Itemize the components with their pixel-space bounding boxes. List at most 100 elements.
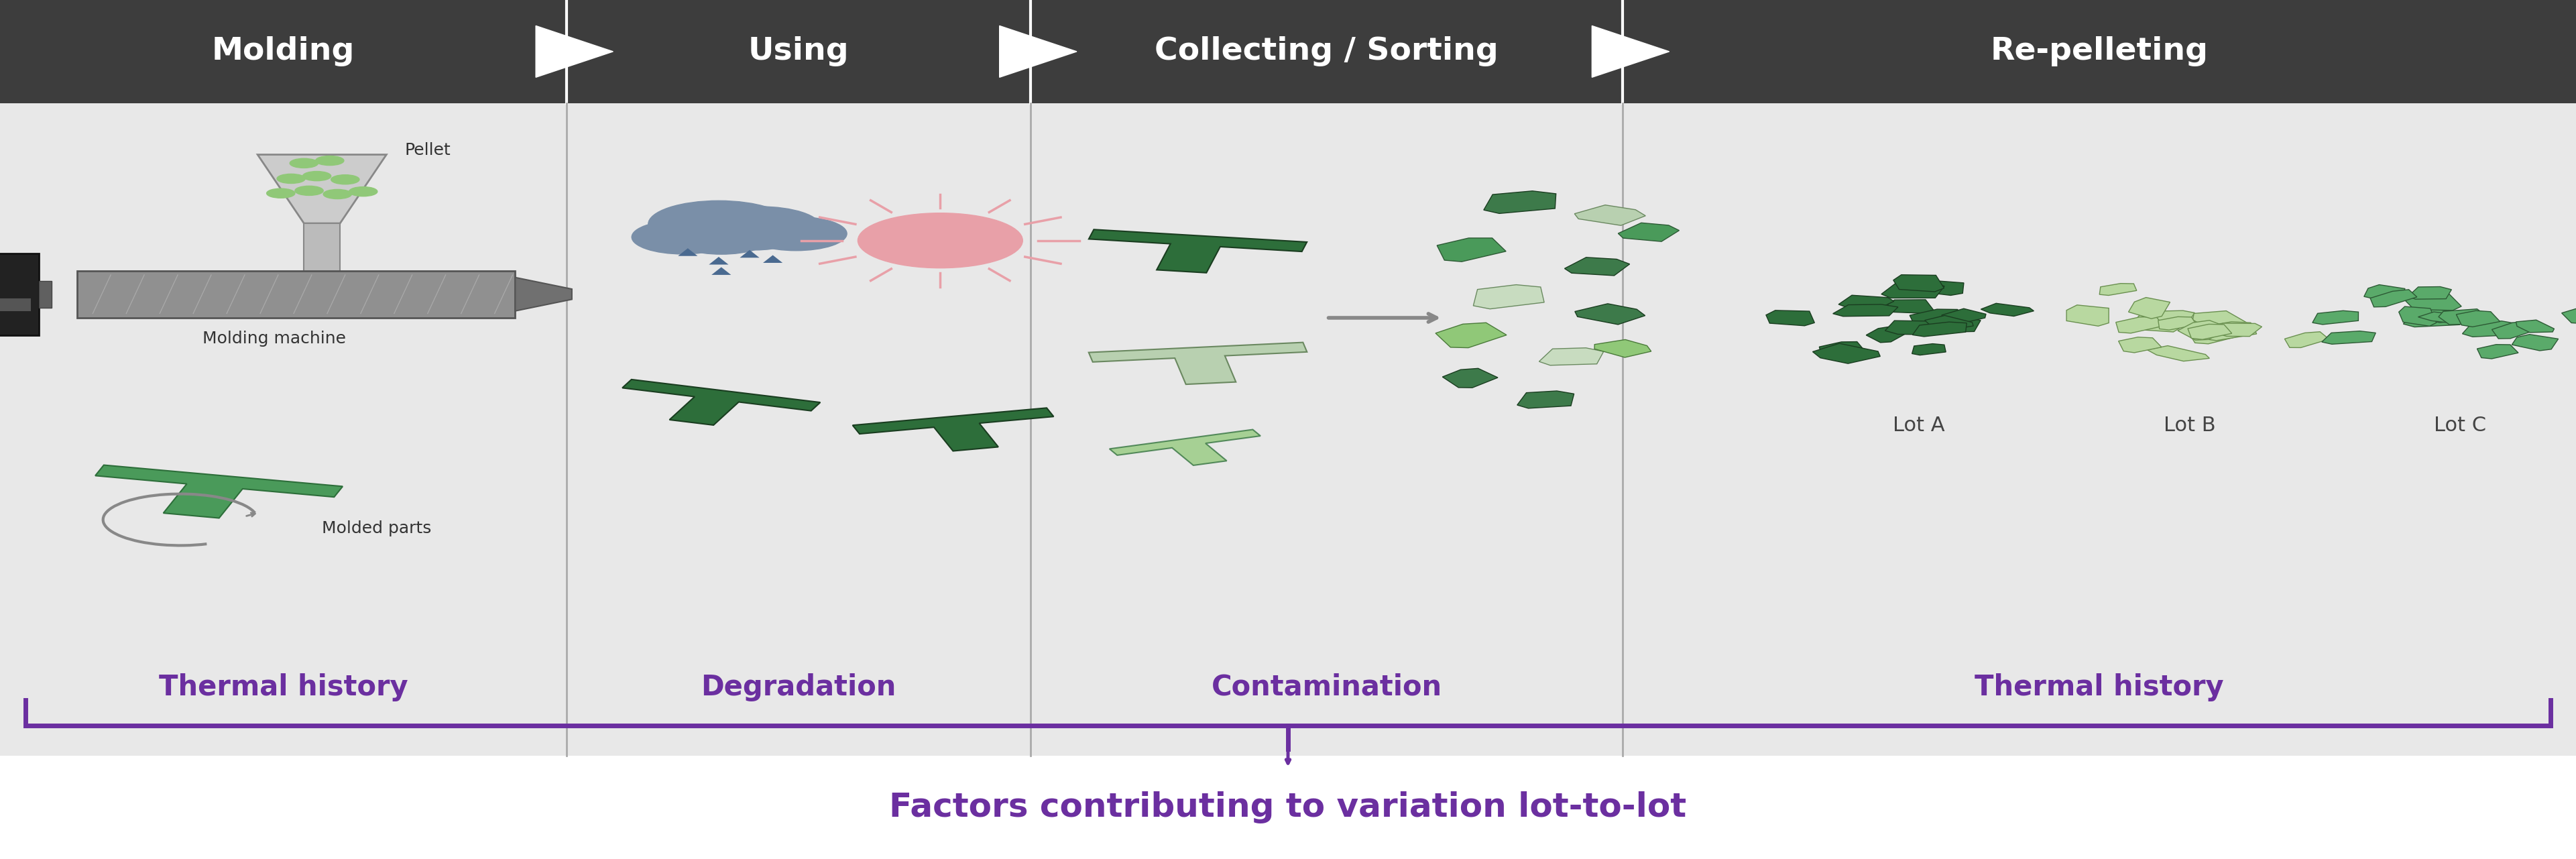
Polygon shape: [1443, 369, 1497, 387]
Polygon shape: [2202, 322, 2257, 340]
Text: Pellet: Pellet: [404, 143, 451, 158]
Circle shape: [289, 158, 319, 168]
Circle shape: [317, 156, 345, 165]
Polygon shape: [1909, 309, 1968, 330]
Polygon shape: [2187, 324, 2231, 339]
Polygon shape: [2321, 331, 2375, 344]
Text: Factors contributing to variation lot-to-lot: Factors contributing to variation lot-to…: [889, 791, 1687, 824]
Polygon shape: [1819, 342, 1865, 356]
Bar: [567, 103, 1030, 756]
Polygon shape: [2099, 283, 2136, 295]
Polygon shape: [2416, 308, 2458, 323]
Polygon shape: [1886, 320, 1940, 335]
Bar: [1030, 103, 1623, 756]
Polygon shape: [1473, 284, 1543, 309]
Polygon shape: [2455, 311, 2499, 326]
Polygon shape: [2066, 305, 2110, 326]
Polygon shape: [2439, 309, 2491, 325]
Polygon shape: [2285, 332, 2329, 348]
Polygon shape: [2370, 289, 2416, 307]
Polygon shape: [1574, 304, 1646, 325]
Bar: [0, 253, 39, 335]
Text: Thermal history: Thermal history: [1976, 673, 2223, 701]
Circle shape: [631, 220, 734, 254]
Circle shape: [330, 175, 361, 185]
Polygon shape: [2128, 297, 2169, 319]
Circle shape: [304, 171, 332, 180]
Polygon shape: [2148, 312, 2192, 326]
Polygon shape: [1090, 343, 1306, 384]
Polygon shape: [1942, 308, 1986, 324]
Polygon shape: [1911, 344, 1945, 355]
Circle shape: [278, 174, 307, 183]
Polygon shape: [1767, 310, 1814, 326]
Polygon shape: [1911, 322, 1965, 337]
Circle shape: [858, 213, 1023, 268]
Polygon shape: [515, 277, 572, 311]
Bar: [1623, 0, 2576, 103]
Polygon shape: [1437, 238, 1507, 262]
Text: Lot B: Lot B: [2164, 416, 2215, 435]
Polygon shape: [2148, 345, 2210, 361]
Polygon shape: [1484, 191, 1556, 214]
Polygon shape: [1564, 258, 1631, 276]
Polygon shape: [2463, 321, 2517, 337]
Polygon shape: [711, 267, 732, 275]
Polygon shape: [1888, 300, 1935, 314]
Bar: [1030, 0, 1623, 103]
Circle shape: [294, 186, 325, 195]
Polygon shape: [2177, 320, 2231, 340]
Polygon shape: [1517, 391, 1574, 408]
Bar: [567, 0, 1030, 103]
Polygon shape: [1924, 315, 1973, 330]
Circle shape: [698, 206, 822, 247]
Polygon shape: [2115, 317, 2164, 333]
Text: Molding: Molding: [211, 36, 355, 67]
Polygon shape: [1592, 26, 1669, 77]
Circle shape: [325, 189, 350, 198]
Polygon shape: [2419, 312, 2486, 325]
Circle shape: [744, 216, 848, 251]
Bar: [0, 298, 31, 311]
Bar: [77, 271, 515, 318]
Circle shape: [672, 222, 770, 254]
Polygon shape: [2403, 311, 2465, 327]
Polygon shape: [1538, 348, 1605, 365]
Bar: [0, 756, 2576, 859]
Text: Lot A: Lot A: [1893, 416, 1945, 435]
Text: Lot C: Lot C: [2434, 416, 2486, 435]
Text: Contamination: Contamination: [1211, 673, 1443, 701]
Polygon shape: [2192, 311, 2249, 329]
Polygon shape: [2409, 287, 2452, 299]
Polygon shape: [2117, 337, 2161, 353]
Polygon shape: [2136, 315, 2179, 332]
Bar: [39, 281, 52, 308]
Polygon shape: [739, 250, 760, 258]
Circle shape: [268, 188, 296, 198]
Polygon shape: [1981, 303, 2035, 316]
Polygon shape: [1574, 205, 1646, 225]
Polygon shape: [762, 255, 783, 263]
Polygon shape: [1880, 283, 1945, 298]
Polygon shape: [1814, 344, 1880, 363]
Polygon shape: [2478, 344, 2519, 359]
Bar: [304, 223, 340, 275]
Polygon shape: [1834, 304, 1899, 316]
Polygon shape: [1865, 326, 1909, 343]
Polygon shape: [95, 465, 343, 518]
Text: Degradation: Degradation: [701, 673, 896, 701]
Text: Molded parts: Molded parts: [322, 521, 433, 536]
Polygon shape: [2512, 334, 2558, 350]
Polygon shape: [258, 155, 386, 223]
Polygon shape: [999, 26, 1077, 77]
Polygon shape: [2205, 319, 2251, 335]
Polygon shape: [1110, 430, 1260, 466]
Polygon shape: [536, 26, 613, 77]
Text: Collecting / Sorting: Collecting / Sorting: [1154, 36, 1499, 67]
Polygon shape: [853, 408, 1054, 451]
Polygon shape: [1924, 317, 1981, 332]
Circle shape: [711, 221, 799, 250]
Polygon shape: [2406, 293, 2463, 310]
Polygon shape: [2561, 307, 2576, 324]
Polygon shape: [2187, 326, 2241, 344]
